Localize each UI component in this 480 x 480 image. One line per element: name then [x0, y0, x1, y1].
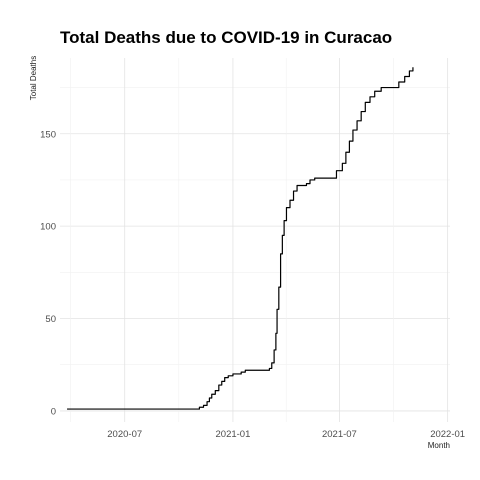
x-axis-title: Month [428, 441, 450, 450]
y-axis-title: Total Deaths [29, 56, 38, 100]
y-tick-label: 150 [40, 129, 56, 140]
x-axis-ticks: 2020-07 2021-01 2021-07 2022-01 [107, 429, 465, 440]
x-tick-label: 2021-01 [216, 429, 251, 440]
x-tick-label: 2021-07 [322, 429, 357, 440]
y-axis-ticks: 0 50 100 150 [40, 129, 56, 417]
series-line-total-deaths [67, 67, 414, 410]
y-tick-label: 100 [40, 222, 56, 233]
series-layer [67, 67, 414, 410]
grid-lines [60, 58, 450, 422]
y-tick-label: 0 [51, 406, 56, 417]
x-tick-label: 2020-07 [107, 429, 142, 440]
chart-title: Total Deaths due to COVID-19 in Curacao [60, 28, 392, 47]
x-tick-label: 2022-01 [430, 429, 465, 440]
y-tick-label: 50 [45, 314, 56, 325]
